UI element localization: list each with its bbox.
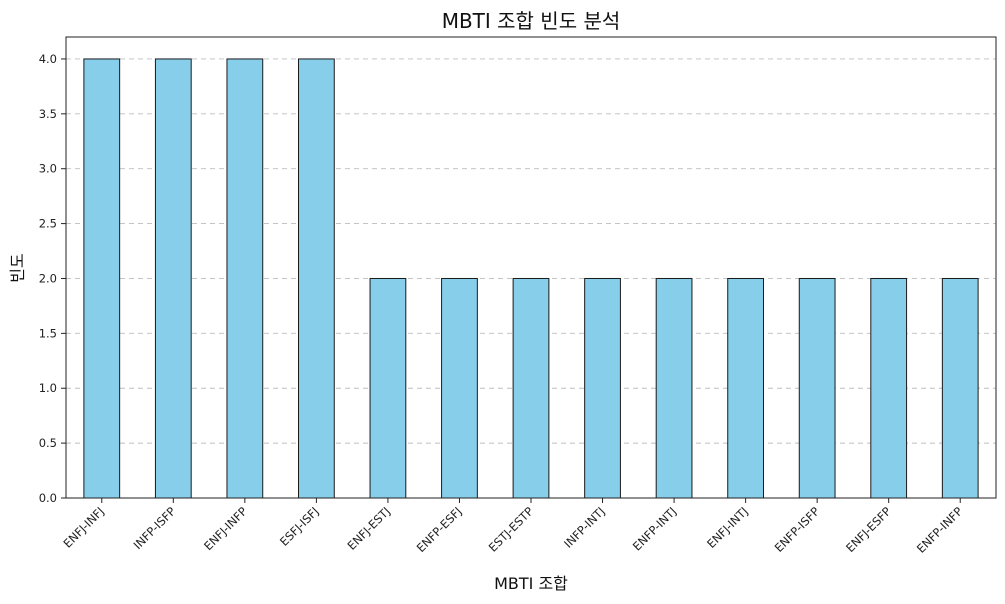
y-tick-label: 3.5: [39, 107, 57, 121]
y-ticks: 0.0 0.5 1.0 1.5 2.0 2.5 3.0 3.5 4.0: [39, 52, 66, 505]
y-tick-label: 3.0: [39, 162, 57, 176]
x-tick-label: ENFJ-ESFP: [843, 504, 894, 555]
y-tick-label: 1.5: [39, 326, 57, 340]
x-axis-label: MBTI 조합: [494, 574, 568, 593]
bar: [154, 58, 192, 499]
bar: [512, 277, 550, 499]
y-axis-label: 빈도: [8, 253, 27, 282]
bars: [83, 58, 979, 499]
x-tick-label: ENFJ-INTJ: [704, 504, 751, 551]
y-tick-label: 1.0: [39, 381, 57, 395]
x-tick-label: ENFJ-ESTJ: [345, 504, 394, 553]
y-tick-label: 4.0: [39, 52, 57, 66]
bar: [83, 58, 121, 499]
y-tick-label: 2.5: [39, 217, 57, 231]
x-tick-label: ENFP-INFP: [914, 504, 966, 556]
y-tick-label: 0.0: [39, 491, 57, 505]
y-tick-label: 2.0: [39, 271, 57, 285]
bar: [870, 277, 908, 499]
bar: [941, 277, 979, 499]
bar: [655, 277, 693, 499]
x-tick-label: ESFJ-ISFJ: [277, 504, 322, 549]
x-ticks: ENFJ-INFJ INFP-ISFP ENFJ-INFP ESFJ-ISFJ ENFJ…: [60, 498, 965, 556]
bar: [369, 277, 407, 499]
x-tick-label: INFP-ISFP: [131, 504, 179, 552]
x-tick-label: INFP-INTJ: [561, 504, 608, 551]
x-tick-label: ENFP-ESFJ: [414, 504, 465, 555]
chart-title: MBTI 조합 빈도 분석: [442, 9, 621, 33]
x-tick-label: ENFJ-INFP: [201, 504, 250, 553]
bar: [584, 277, 621, 499]
gridlines: [66, 58, 996, 499]
y-tick-label: 0.5: [39, 436, 57, 450]
bar: [226, 58, 264, 499]
x-tick-label: ENFP-ISFP: [772, 504, 823, 555]
bar: [441, 277, 478, 499]
bar: [798, 277, 836, 499]
x-tick-label: ENFP-INTJ: [630, 504, 679, 553]
bar: [298, 58, 335, 499]
x-tick-label: ENFJ-INFJ: [60, 504, 106, 550]
x-tick-label: ESTJ-ESTP: [486, 504, 536, 554]
bar: [727, 277, 765, 499]
